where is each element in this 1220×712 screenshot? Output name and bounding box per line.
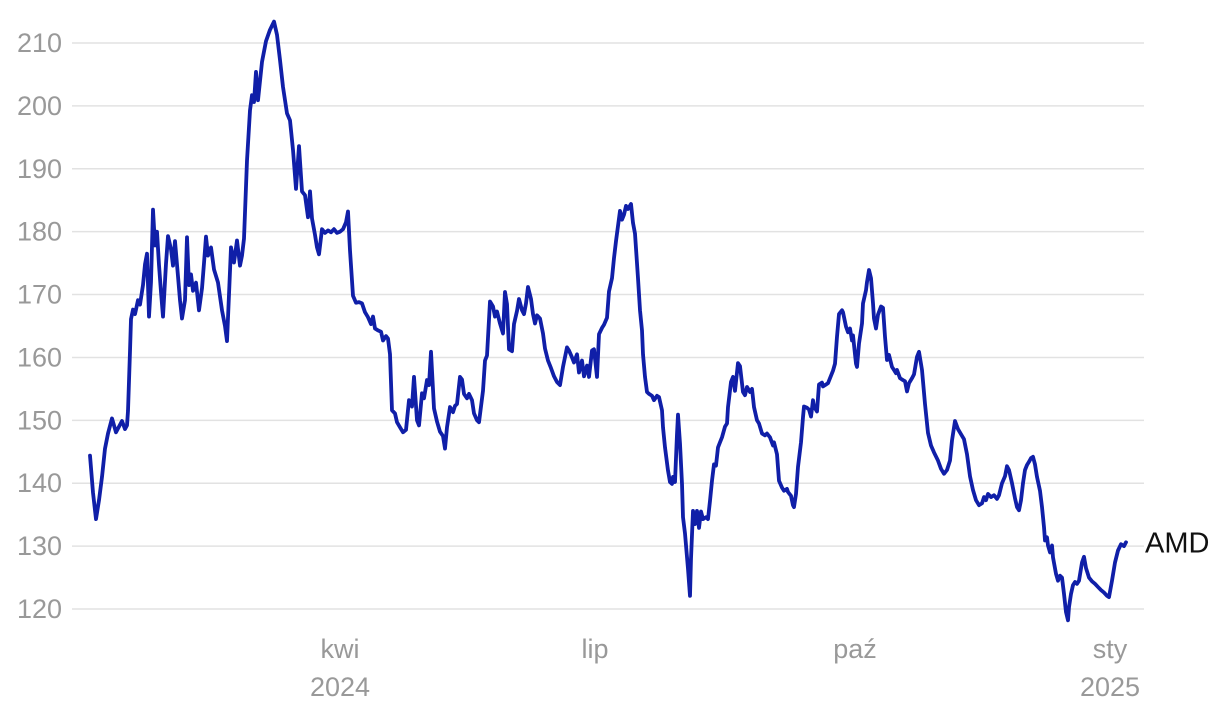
y-axis-tick-label: 200 bbox=[17, 91, 62, 121]
y-axis-tick-label: 180 bbox=[17, 217, 62, 247]
y-axis-tick-label: 170 bbox=[17, 280, 62, 310]
x-axis-tick-label: sty bbox=[1093, 634, 1128, 664]
x-axis-year-label: 2024 bbox=[310, 672, 370, 702]
y-axis-tick-label: 130 bbox=[17, 531, 62, 561]
x-axis-tick-label: kwi bbox=[321, 634, 360, 664]
y-axis-tick-label: 160 bbox=[17, 342, 62, 372]
x-axis-year-label: 2025 bbox=[1080, 672, 1140, 702]
y-axis-tick-label: 140 bbox=[17, 468, 62, 498]
y-axis-tick-label: 150 bbox=[17, 405, 62, 435]
y-axis-tick-label: 120 bbox=[17, 594, 62, 624]
y-axis-tick-label: 190 bbox=[17, 154, 62, 184]
x-axis-tick-label: paź bbox=[833, 634, 877, 664]
price-line-series bbox=[88, 19, 1128, 623]
x-axis-tick-label: lip bbox=[581, 634, 608, 664]
y-axis-tick-label: 210 bbox=[17, 28, 62, 58]
series-end-label: AMD bbox=[1145, 527, 1209, 559]
